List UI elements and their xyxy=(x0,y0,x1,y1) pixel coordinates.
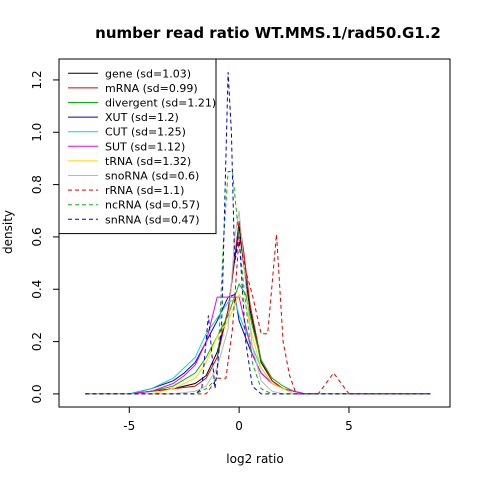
x-axis-label: log2 ratio xyxy=(226,452,283,466)
y-tick-label: 0.8 xyxy=(30,175,44,194)
legend-label: tRNA (sd=1.32) xyxy=(105,155,191,168)
legend-label: snRNA (sd=0.47) xyxy=(105,213,200,226)
y-axis-label: density xyxy=(1,210,15,254)
legend-label: SUT (sd=1.12) xyxy=(105,140,185,153)
x-tick-label: 0 xyxy=(235,419,243,433)
legend-label: mRNA (sd=0.99) xyxy=(105,82,198,95)
y-tick-label: 1.0 xyxy=(30,123,44,142)
legend-label: ncRNA (sd=0.57) xyxy=(105,199,200,212)
y-tick-label: 0.6 xyxy=(30,227,44,246)
y-tick-label: 0.2 xyxy=(30,332,44,351)
legend-label: XUT (sd=1.2) xyxy=(105,111,179,124)
series-line-10 xyxy=(85,72,431,395)
series-group xyxy=(85,72,431,395)
y-tick-label: 0.4 xyxy=(30,280,44,299)
x-tick-label: 5 xyxy=(345,419,353,433)
y-tick-label: 0.0 xyxy=(30,384,44,403)
legend-label: rRNA (sd=1.1) xyxy=(105,184,184,197)
chart-title: number read ratio WT.MMS.1/rad50.G1.2 xyxy=(95,24,441,42)
legend: gene (sd=1.03) mRNA (sd=0.99) divergent (s… xyxy=(58,58,217,235)
legend-label: divergent (sd=1.21) xyxy=(105,97,216,110)
axes: -5 0 5 0.0 0.2 0.4 0.6 0.8 1.0 1.2 xyxy=(30,70,353,433)
legend-label: CUT (sd=1.25) xyxy=(105,126,186,139)
legend-label: snoRNA (sd=0.6) xyxy=(105,170,199,183)
y-tick-label: 1.2 xyxy=(30,70,44,89)
series-line-7 xyxy=(85,210,431,395)
x-tick-label: -5 xyxy=(123,419,135,433)
legend-label: gene (sd=1.03) xyxy=(105,67,191,80)
